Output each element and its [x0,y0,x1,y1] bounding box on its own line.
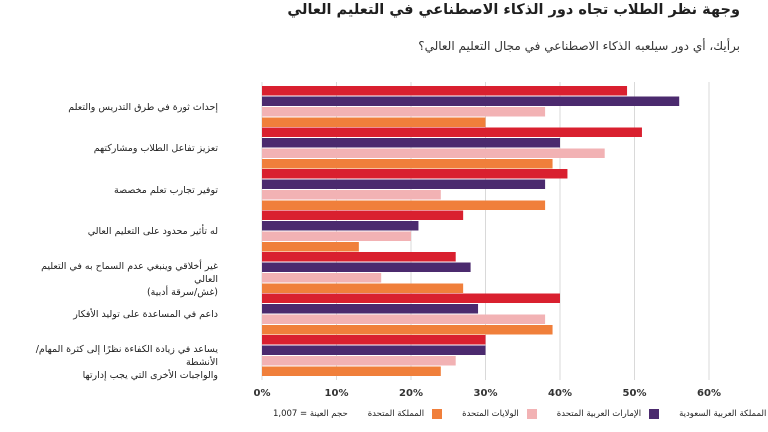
x-tick-label: 40% [548,388,572,399]
category-label: تعزيز تفاعل الطلاب ومشاركتهم [93,143,218,154]
bar-uk [262,366,441,376]
legend-label-uae: الإمارات العربية المتحدة [556,409,642,419]
legend-item-uae: الإمارات العربية المتحدة [556,409,660,419]
bar-uk [262,242,359,252]
category-label: يساعد في زيادة الكفاءة نظرًا إلى كثرة ال… [35,344,218,381]
bar-usa [262,190,441,200]
legend-item-usa: الولايات المتحدة [462,409,537,419]
bar-uae [262,304,479,314]
bar-uae [262,96,680,106]
bar-uae [262,179,546,189]
category-label: غير أخلاقي وينبغي عدم السماح به في التعل… [41,261,218,298]
category-label: داعم في المساعدة على توليد الأفكار [73,309,218,320]
chart-subtitle: برأيك، أي دور سيلعبه الذكاء الاصطناعي في… [418,39,740,53]
category-label: توفير تجارب تعلم مخصصة [114,184,218,196]
legend-label-usa: الولايات المتحدة [462,409,519,419]
bar-usa [262,273,382,283]
x-tick-label: 60% [697,388,721,399]
bar-saudi [262,86,628,96]
bar-uae [262,262,471,272]
bar-usa [262,148,605,158]
bar-usa [262,231,411,241]
bar-uae [262,345,486,355]
bar-uae [262,138,560,148]
legend-label-uk: المملكة المتحدة [367,409,425,419]
bar-usa [262,314,546,324]
legend-swatch-usa [526,409,537,419]
category-label: إحداث ثورة في طرق التدريس والتعلم [68,101,218,113]
legend-swatch-uae [649,409,660,419]
bar-saudi [262,252,456,262]
sample-size-note: حجم العينة = 1,007 [273,409,348,419]
bar-saudi [262,127,642,137]
legend-item-uk: المملكة المتحدة [367,409,443,419]
bar-uk [262,283,464,293]
bar-saudi [262,210,464,220]
bar-uk [262,159,553,169]
x-tick-label: 0% [254,388,271,399]
legend-item-saudi: المملكة العربية السعودية [679,409,768,419]
legend: حجم العينة = 1,007 المملكة المتحدة الولا… [255,406,766,422]
legend-swatch-uk [432,409,443,419]
x-tick-label: 50% [623,388,647,399]
x-tick-label: 30% [474,388,498,399]
bar-usa [262,107,546,117]
x-tick-label: 20% [399,388,423,399]
bar-uk [262,200,546,210]
bar-uk [262,117,486,127]
chart-title: وجهة نظر الطلاب تجاه دور الذكاء الاصطناع… [287,2,740,18]
bar-uk [262,325,553,335]
category-label: له تأثير محدود على التعليم العالي [87,226,218,237]
x-tick-label: 10% [325,388,349,399]
bar-uae [262,221,419,231]
bar-saudi [262,293,560,303]
bar-usa [262,356,456,366]
bar-saudi [262,335,486,345]
bar-saudi [262,169,568,179]
legend-label-saudi: المملكة العربية السعودية [679,409,767,419]
